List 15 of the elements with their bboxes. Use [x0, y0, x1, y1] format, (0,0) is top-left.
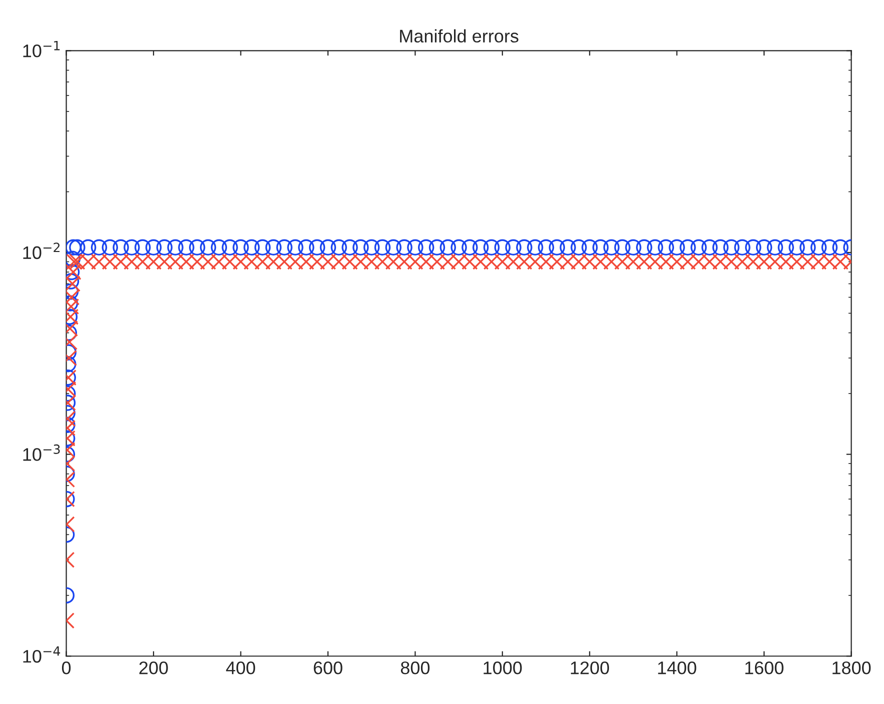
x-tick-label: 1600: [745, 661, 784, 674]
x-tick-label: 1000: [484, 661, 522, 674]
x-tick-label: 200: [139, 661, 168, 674]
y-tick-label: 10$^{−4}$: [23, 646, 60, 663]
y-tick-label: 10$^{−2}$: [23, 242, 60, 260]
x-tick-label: 1200: [570, 661, 610, 674]
chart-title: Manifold errors: [400, 29, 518, 43]
x-tick-label: 600: [314, 661, 342, 674]
x-tick-label: 800: [400, 661, 430, 674]
x-tick-label: 400: [226, 661, 256, 674]
y-tick-label: 10$^{−1}$: [23, 40, 60, 58]
x-tick-label: 1800: [832, 661, 871, 674]
y-tick-label: 10$^{−3}$: [23, 444, 60, 461]
x-tick-label: 1400: [658, 661, 696, 674]
x-tick-label: 0: [62, 661, 71, 674]
